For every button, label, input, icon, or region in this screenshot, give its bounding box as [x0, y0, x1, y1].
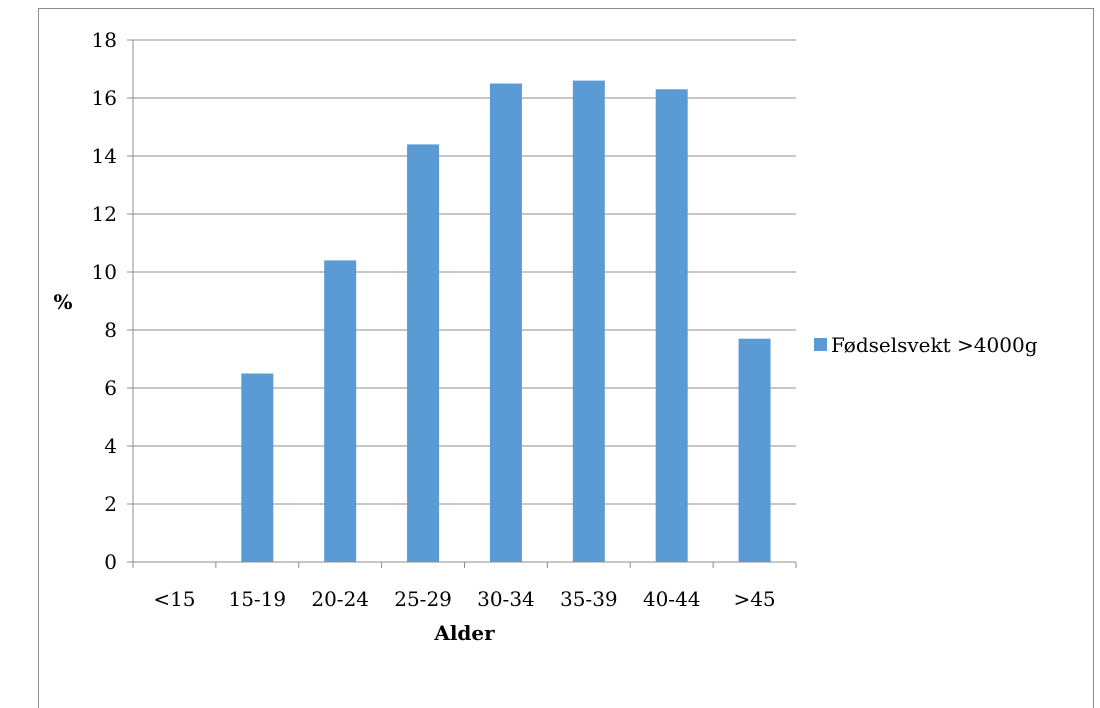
bar-7 [738, 338, 771, 562]
y-tick-label: 0 [104, 550, 117, 574]
bars [241, 80, 771, 563]
x-tick-label: 15-19 [228, 587, 286, 611]
x-tick-label: 25-29 [394, 587, 452, 611]
chart-frame [38, 8, 1094, 708]
bar-6 [655, 89, 688, 563]
y-tick-label: 12 [92, 202, 117, 226]
legend: Fødselsvekt >4000g [814, 333, 1038, 357]
y-tick-label: 10 [92, 260, 117, 284]
bar-5 [572, 80, 605, 562]
y-tick-label: 8 [104, 318, 117, 342]
x-axis-ticks: <15 15-19 20-24 25-29 30-34 35-39 40-44 >45 [132, 562, 797, 611]
y-tick-label: 18 [92, 28, 117, 52]
y-tick-label: 14 [92, 144, 117, 168]
bar-chart: 0 2 4 6 8 10 12 14 16 18 <15 15-19 20-24 25-29 30-34 3… [53, 28, 1038, 645]
x-tick-label: 30-34 [477, 587, 535, 611]
x-axis-title: Alder [433, 621, 495, 645]
x-tick-label: >45 [733, 587, 775, 611]
y-tick-label: 16 [92, 86, 117, 110]
x-tick-label: <15 [153, 587, 195, 611]
bar-4 [489, 83, 522, 562]
legend-label: Fødselsvekt >4000g [831, 333, 1038, 357]
bar-2 [324, 260, 357, 562]
x-tick-label: 40-44 [643, 587, 701, 611]
x-tick-label: 35-39 [560, 587, 618, 611]
x-tick-label: 20-24 [311, 587, 369, 611]
y-tick-label: 6 [104, 376, 117, 400]
bar-1 [241, 373, 274, 562]
y-tick-label: 2 [104, 492, 117, 516]
legend-swatch [814, 338, 827, 351]
bar-3 [407, 144, 440, 562]
gridlines [133, 39, 796, 505]
y-tick-label: 4 [104, 434, 117, 458]
y-axis-title: % [53, 290, 72, 314]
y-axis-ticks: 0 2 4 6 8 10 12 14 16 18 [92, 28, 133, 574]
